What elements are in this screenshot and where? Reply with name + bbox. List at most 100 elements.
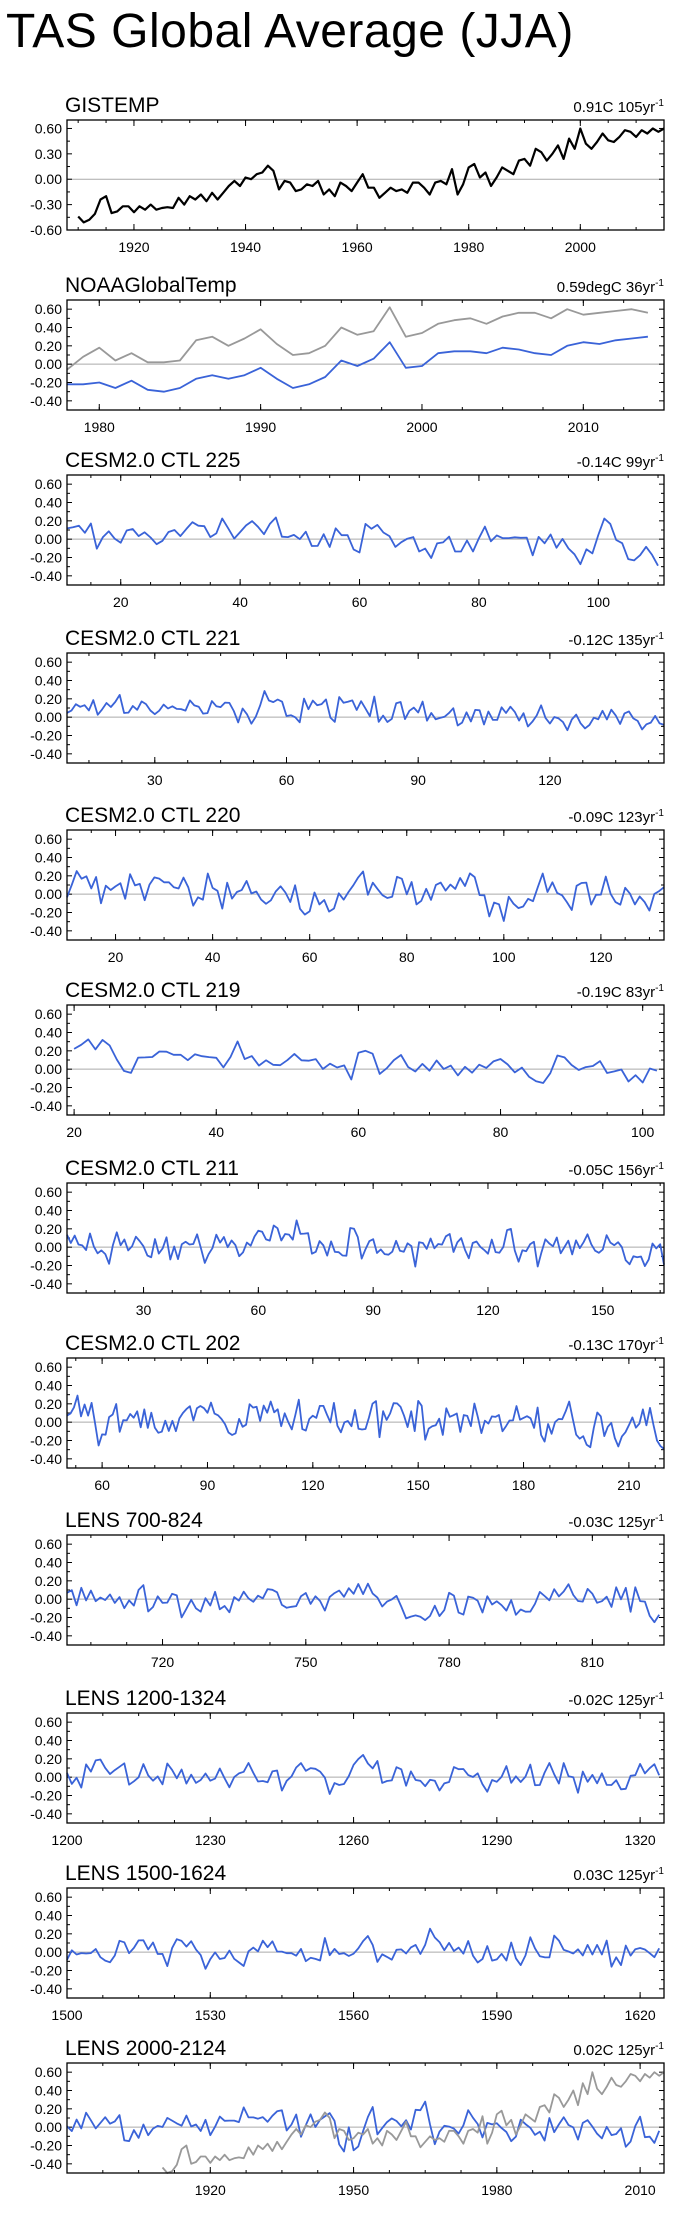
series-line-1 [66, 306, 649, 371]
y-tick-label: -0.20 [30, 1433, 62, 1449]
x-tick-label: 60 [352, 594, 368, 610]
y-tick-label: 0.30 [35, 146, 62, 162]
y-tick-label: 0.60 [35, 831, 62, 847]
panel-title: LENS 2000-2124 [65, 2037, 226, 2060]
y-tick-label: -0.20 [30, 2138, 62, 2154]
y-tick-label: -0.20 [30, 1258, 62, 1274]
plot-frame [66, 1004, 665, 1116]
x-tick-label: 60 [279, 772, 295, 788]
y-tick-label: 0.20 [35, 1221, 62, 1237]
y-tick-label: -0.40 [30, 1806, 62, 1822]
y-tick-label: 0.00 [35, 1414, 62, 1430]
y-tick-label: 0.60 [35, 1359, 62, 1375]
x-tick-label: 1980 [84, 419, 115, 435]
x-tick-label: 150 [591, 1302, 615, 1318]
y-tick-label: -0.40 [30, 2156, 62, 2172]
x-tick-label: 1620 [625, 2007, 656, 2023]
panel-6: CESM2.0 CTL 219 -0.19C 83yr-1 -0.40 -0.20 0.… [30, 979, 665, 1140]
series-line-1 [66, 1927, 660, 1970]
y-tick-label: -0.40 [30, 1451, 62, 1467]
series-line-1 [66, 1754, 661, 1795]
page-title: TAS Global Average (JJA) [6, 5, 574, 58]
x-tick-label: 120 [538, 772, 562, 788]
y-tick-label: 0.20 [35, 1396, 62, 1412]
plot-frame [66, 1357, 665, 1469]
x-tick-label: 1500 [51, 2007, 82, 2023]
panel-11: LENS 1500-1624 0.03C 125yr-1 -0.40 -0.20 0.0… [30, 1862, 665, 2023]
panel-title: LENS 1500-1624 [65, 1862, 226, 1885]
series-line-1 [66, 1394, 665, 1450]
y-tick-label: -0.40 [30, 1098, 62, 1114]
y-tick-label: 0.60 [35, 1889, 62, 1905]
y-tick-label: 0.20 [35, 691, 62, 707]
y-tick-label: -0.20 [30, 550, 62, 566]
panel-title: NOAAGlobalTemp [65, 274, 237, 297]
x-tick-label: 120 [476, 1302, 500, 1318]
panel-12: LENS 2000-2124 0.02C 125yr-1 -0.40 -0.20 0.0… [30, 2037, 665, 2198]
panel-title: CESM2.0 CTL 202 [65, 1332, 240, 1355]
y-tick-label: 0.20 [35, 1573, 62, 1589]
series-line-1 [66, 1582, 660, 1624]
y-tick-label: 0.60 [35, 1006, 62, 1022]
y-tick-label: -0.20 [30, 728, 62, 744]
panel-2: NOAAGlobalTemp 0.59degC 36yr-1 -0.40 -0.20 0… [30, 274, 665, 435]
panel-4: CESM2.0 CTL 221 -0.12C 135yr-1 -0.40 -0.20 0… [30, 627, 665, 788]
plot-frame [66, 1534, 665, 1646]
series-line-1 [73, 1038, 658, 1084]
panel-trend: -0.13C 170yr-1 [568, 1336, 664, 1354]
y-tick-label: 0.00 [35, 709, 62, 725]
panel-title: LENS 1200-1324 [65, 1687, 226, 1710]
panel-1: GISTEMP 0.91C 105yr-1 -0.60 -0.30 0.00 0.30 0.… [30, 94, 665, 255]
y-tick-label: 0.40 [35, 1025, 62, 1041]
x-tick-label: 100 [587, 594, 611, 610]
x-tick-label: 1940 [230, 239, 261, 255]
panel-9: LENS 700-824 -0.03C 125yr-1 -0.40 -0.20 0.00… [30, 1509, 665, 1670]
plot-frame [66, 1182, 665, 1294]
panel-trend: 0.59degC 36yr-1 [557, 278, 665, 296]
x-tick-label: 40 [205, 949, 221, 965]
x-tick-label: 2010 [625, 2182, 656, 2198]
x-tick-label: 1990 [245, 419, 276, 435]
panel-title: CESM2.0 CTL 219 [65, 979, 240, 1002]
x-tick-label: 30 [147, 772, 163, 788]
y-tick-label: -0.40 [30, 746, 62, 762]
series-line-1 [66, 2100, 661, 2153]
x-tick-label: 810 [581, 1654, 605, 1670]
y-tick-label: 0.60 [35, 654, 62, 670]
y-tick-label: -0.40 [30, 1628, 62, 1644]
y-tick-label: -0.20 [30, 375, 62, 391]
plot-frame [66, 299, 665, 411]
x-tick-label: 60 [351, 1124, 367, 1140]
series-line-1 [77, 127, 665, 224]
panel-title: CESM2.0 CTL 225 [65, 449, 240, 472]
x-tick-label: 1980 [453, 239, 484, 255]
y-tick-label: 0.20 [35, 338, 62, 354]
x-tick-label: 780 [437, 1654, 461, 1670]
panel-trend: 0.02C 125yr-1 [573, 2041, 664, 2059]
x-tick-label: 1260 [338, 1832, 369, 1848]
y-tick-label: 0.00 [35, 886, 62, 902]
y-tick-label: 0.60 [35, 1536, 62, 1552]
x-tick-label: 90 [365, 1302, 381, 1318]
y-tick-label: 0.40 [35, 2083, 62, 2099]
x-tick-label: 120 [589, 949, 613, 965]
y-tick-label: 0.20 [35, 513, 62, 529]
y-tick-label: -0.40 [30, 393, 62, 409]
x-tick-label: 1920 [118, 239, 149, 255]
plot-frame [66, 2062, 665, 2174]
x-tick-label: 1290 [481, 1832, 512, 1848]
y-tick-label: 0.40 [35, 320, 62, 336]
panel-trend: -0.14C 99yr-1 [577, 453, 665, 471]
y-tick-label: -0.40 [30, 1981, 62, 1997]
x-tick-label: 100 [492, 949, 516, 965]
x-tick-label: 2000 [406, 419, 437, 435]
y-tick-label: -0.20 [30, 1788, 62, 1804]
x-tick-label: 60 [302, 949, 318, 965]
y-tick-label: 0.20 [35, 1751, 62, 1767]
x-tick-label: 20 [113, 594, 129, 610]
x-tick-label: 80 [399, 949, 415, 965]
x-tick-label: 90 [410, 772, 426, 788]
y-tick-label: 0.00 [35, 531, 62, 547]
panel-trend: -0.03C 125yr-1 [568, 1513, 664, 1531]
x-tick-label: 40 [208, 1124, 224, 1140]
